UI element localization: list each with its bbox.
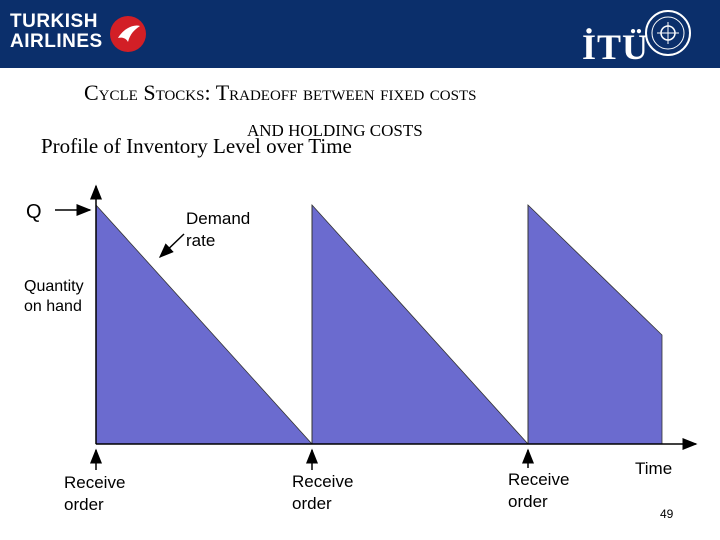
inventory-cycle-3 — [527, 204, 663, 445]
brand-line-2: AIRLINES — [10, 31, 103, 52]
header-bar: TURKISH AIRLINES İTÜ — [0, 0, 720, 68]
turkish-airlines-wordmark: TURKISH AIRLINES — [10, 12, 103, 52]
itu-logo-text: İTÜ — [582, 27, 650, 67]
slide-title: Cycle Stocks: Tradeoff between fixed cos… — [84, 80, 477, 105]
turkish-airlines-logo-icon — [110, 16, 146, 52]
demand-rate-label: Demand rate — [186, 209, 251, 250]
page-number: 49 — [660, 507, 674, 521]
brand-line-1: TURKISH — [10, 11, 98, 32]
q-label: Q — [26, 201, 42, 223]
slide-subtitle: Profile of Inventory Level over Time — [41, 134, 352, 158]
quantity-on-hand-label: Quantity on hand — [24, 278, 84, 315]
inventory-cycle-2 — [311, 203, 529, 445]
receive-order-label-2: Receive order — [292, 472, 354, 513]
receive-order-label-3: Receive order — [508, 470, 570, 511]
slide-title-continuation: AND HOLDING COSTS — [247, 121, 423, 140]
demand-rate-arrow — [158, 233, 185, 259]
itu-seal-icon — [645, 10, 691, 56]
receive-order-label-1: Receive order — [64, 473, 126, 514]
time-axis-label: Time — [635, 459, 673, 478]
